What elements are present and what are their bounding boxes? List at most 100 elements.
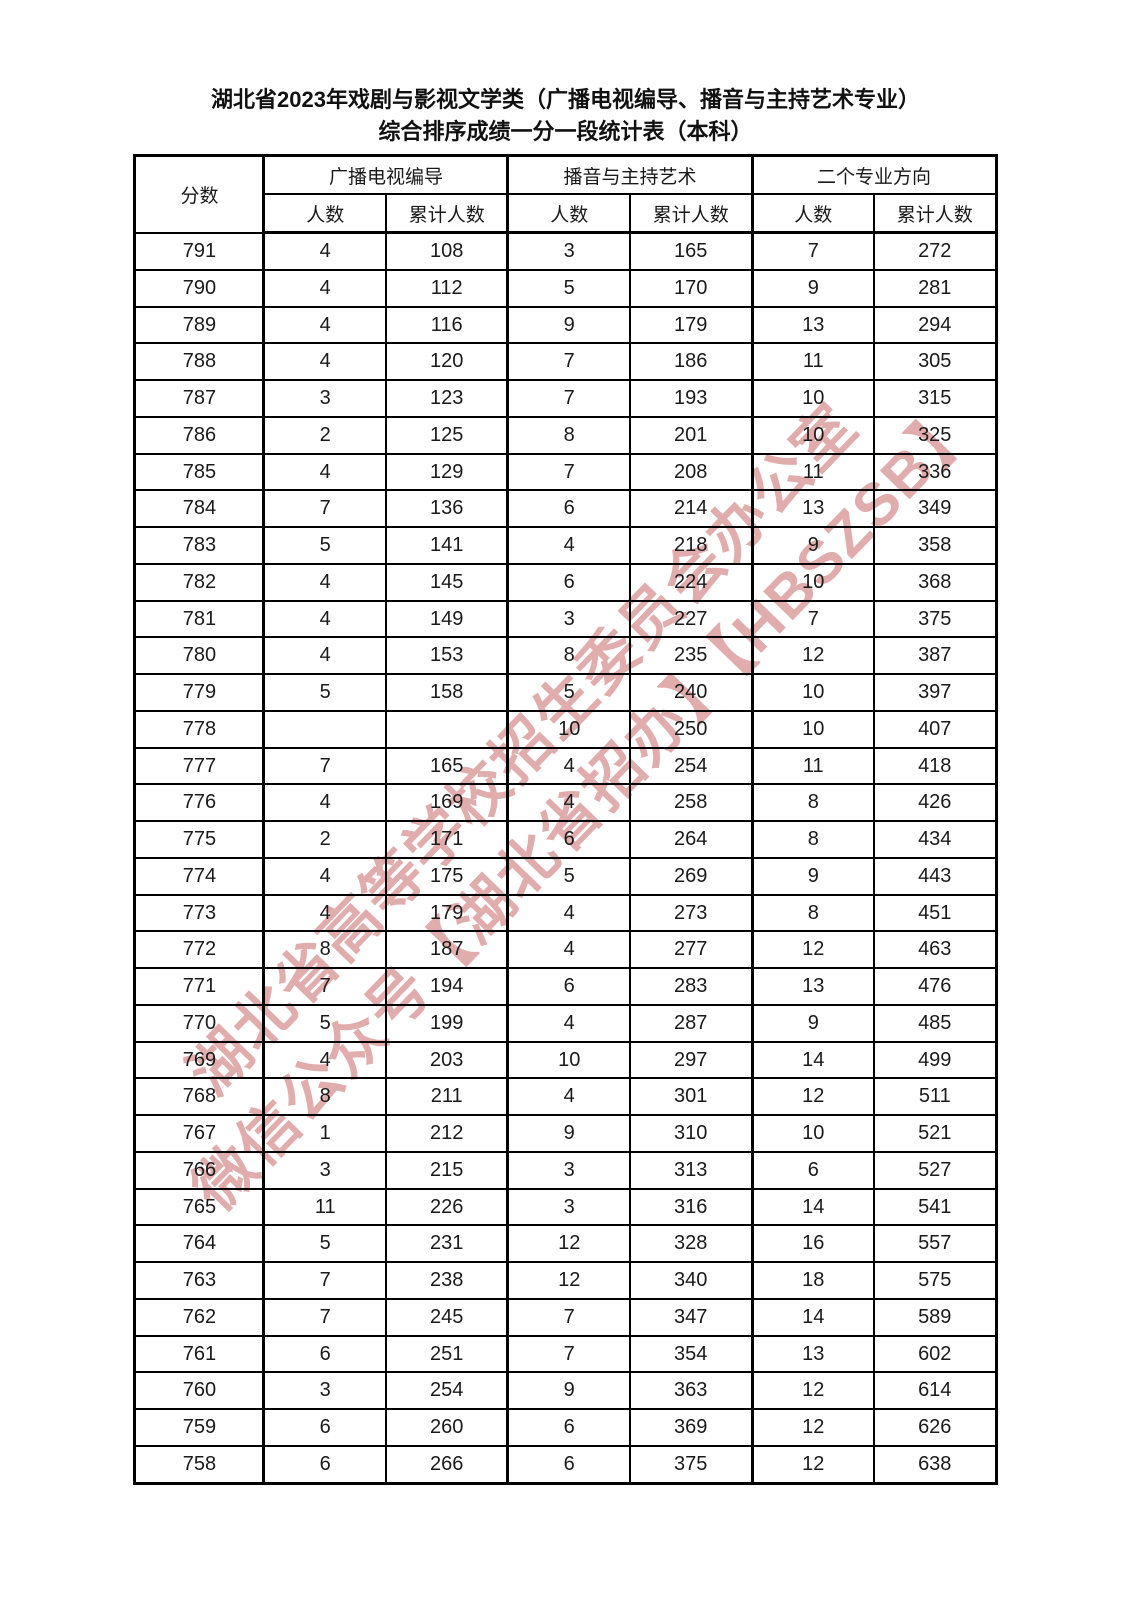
cell-g2-cumulative: 363	[628, 1371, 754, 1411]
cell-g2-cumulative: 224	[628, 562, 754, 602]
cell-g1-cumulative: 136	[384, 489, 509, 529]
cell-g3-count: 13	[750, 967, 875, 1006]
table-row: 791 4 108 3 165 7 272	[133, 231, 998, 271]
cell-g2-count: 4	[506, 1077, 631, 1117]
cell-g2-count: 4	[506, 893, 631, 933]
cell-g2-count: 7	[506, 342, 631, 382]
cell-g3-count: 8	[750, 820, 875, 859]
cell-g1-count: 4	[262, 1040, 387, 1080]
cell-g2-cumulative: 165	[628, 231, 754, 271]
cell-g3-count: 13	[750, 489, 875, 529]
cell-g1-count: 5	[262, 1003, 387, 1043]
cell-g1-cumulative: 171	[384, 820, 509, 859]
cell-g3-cumulative: 557	[872, 1224, 998, 1264]
group-header-two-directions: 二个专业方向	[750, 154, 998, 195]
column-header-score: 分数	[133, 154, 265, 234]
cell-g2-count: 4	[506, 930, 631, 970]
cell-g1-count: 5	[262, 526, 387, 565]
cell-g3-count: 13	[750, 305, 875, 345]
cell-g2-count: 4	[506, 783, 631, 823]
cell-g2-cumulative: 283	[628, 967, 754, 1006]
cell-g1-cumulative: 266	[384, 1444, 509, 1485]
cell-g2-cumulative: 264	[628, 820, 754, 859]
cell-g1-count: 8	[262, 1077, 387, 1117]
cell-g2-cumulative: 214	[628, 489, 754, 529]
cell-g2-cumulative: 186	[628, 342, 754, 382]
cell-score: 770	[133, 1003, 265, 1043]
cell-score: 768	[133, 1077, 265, 1117]
cell-g3-cumulative: 575	[872, 1261, 998, 1300]
cell-g1-count: 5	[262, 673, 387, 712]
cell-g3-cumulative: 638	[872, 1444, 998, 1485]
cell-score: 776	[133, 783, 265, 823]
cell-g1-count: 7	[262, 1261, 387, 1300]
cell-g3-cumulative: 368	[872, 562, 998, 602]
cell-score: 775	[133, 820, 265, 859]
cell-score: 788	[133, 342, 265, 382]
cell-g1-count: 4	[262, 783, 387, 823]
cell-g3-cumulative: 434	[872, 820, 998, 859]
table-row: 759 6 260 6 369 12 626	[133, 1408, 998, 1447]
cell-g3-count: 12	[750, 636, 875, 676]
table-row: 765 11 226 3 316 14 541	[133, 1187, 998, 1227]
cell-g2-cumulative: 340	[628, 1261, 754, 1300]
table-row: 780 4 153 8 235 12 387	[133, 636, 998, 676]
cell-g2-cumulative: 313	[628, 1150, 754, 1190]
cell-g3-count: 7	[750, 599, 875, 639]
subheader-count-1: 人数	[262, 193, 387, 234]
cell-g3-cumulative: 305	[872, 342, 998, 382]
cell-score: 778	[133, 709, 265, 749]
table-row: 771 7 194 6 283 13 476	[133, 967, 998, 1006]
cell-g3-count: 9	[750, 526, 875, 565]
cell-g3-cumulative: 589	[872, 1297, 998, 1337]
cell-score: 789	[133, 305, 265, 345]
cell-g2-count: 5	[506, 268, 631, 308]
cell-g2-cumulative: 277	[628, 930, 754, 970]
cell-g1-count: 7	[262, 746, 387, 786]
cell-g3-count: 12	[750, 930, 875, 970]
cell-g1-cumulative: 129	[384, 452, 509, 492]
cell-g1-cumulative: 120	[384, 342, 509, 382]
cell-g3-cumulative: 281	[872, 268, 998, 308]
cell-g3-count: 7	[750, 231, 875, 271]
cell-g1-cumulative: 245	[384, 1297, 509, 1337]
cell-g2-count: 10	[506, 1040, 631, 1080]
cell-g2-count: 12	[506, 1261, 631, 1300]
table-row: 767 1 212 9 310 10 521	[133, 1114, 998, 1153]
cell-g2-cumulative: 240	[628, 673, 754, 712]
cell-g2-count: 6	[506, 1408, 631, 1447]
cell-g1-cumulative: 145	[384, 562, 509, 602]
cell-g1-count: 4	[262, 636, 387, 676]
table-row: 766 3 215 3 313 6 527	[133, 1150, 998, 1190]
cell-g3-cumulative: 387	[872, 636, 998, 676]
cell-g1-count: 11	[262, 1187, 387, 1227]
cell-g2-cumulative: 347	[628, 1297, 754, 1337]
cell-g3-cumulative: 499	[872, 1040, 998, 1080]
cell-g1-cumulative: 194	[384, 967, 509, 1006]
cell-score: 766	[133, 1150, 265, 1190]
cell-g3-count: 12	[750, 1444, 875, 1485]
cell-score: 771	[133, 967, 265, 1006]
cell-g1-count: 5	[262, 1224, 387, 1264]
cell-g3-cumulative: 418	[872, 746, 998, 786]
cell-g3-cumulative: 527	[872, 1150, 998, 1190]
cell-g1-cumulative: 187	[384, 930, 509, 970]
cell-g1-count: 6	[262, 1334, 387, 1374]
table-row: 781 4 149 3 227 7 375	[133, 599, 998, 639]
cell-g2-cumulative: 235	[628, 636, 754, 676]
cell-g3-count: 8	[750, 783, 875, 823]
cell-g1-count: 4	[262, 342, 387, 382]
cell-g2-cumulative: 369	[628, 1408, 754, 1447]
cell-g1-count: 4	[262, 599, 387, 639]
cell-g3-count: 14	[750, 1187, 875, 1227]
cell-g3-cumulative: 541	[872, 1187, 998, 1227]
cell-g2-cumulative: 254	[628, 746, 754, 786]
cell-g1-cumulative: 203	[384, 1040, 509, 1080]
cell-score: 765	[133, 1187, 265, 1227]
cell-g3-count: 9	[750, 268, 875, 308]
cell-g1-count: 4	[262, 893, 387, 933]
cell-g3-count: 10	[750, 562, 875, 602]
table-row: 770 5 199 4 287 9 485	[133, 1003, 998, 1043]
cell-g2-cumulative: 250	[628, 709, 754, 749]
cell-score: 784	[133, 489, 265, 529]
